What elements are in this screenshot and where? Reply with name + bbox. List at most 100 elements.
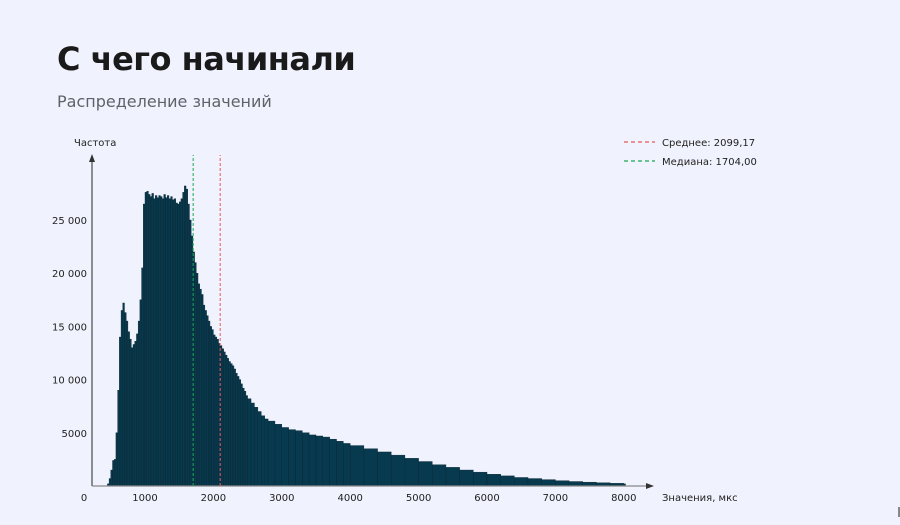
histogram-bar bbox=[144, 192, 147, 487]
histogram-bar bbox=[110, 469, 113, 487]
histogram-bar bbox=[153, 198, 156, 487]
histogram-bar bbox=[204, 310, 207, 487]
histogram-bar bbox=[233, 368, 236, 487]
histogram-bar bbox=[240, 383, 243, 487]
histogram-bar bbox=[232, 365, 235, 487]
histogram-bar bbox=[242, 387, 245, 487]
y-tick-label: 15 000 bbox=[52, 322, 87, 333]
histogram-bar bbox=[114, 459, 117, 487]
histogram-bar bbox=[257, 411, 262, 487]
histogram-bar bbox=[124, 312, 127, 487]
histogram-bar bbox=[308, 434, 317, 487]
histogram-bar bbox=[155, 195, 158, 487]
histogram-bar bbox=[196, 273, 199, 487]
histogram-bar bbox=[127, 331, 130, 487]
histogram-bar bbox=[274, 424, 282, 487]
histogram-bar bbox=[209, 326, 212, 487]
histogram-bar bbox=[363, 448, 378, 487]
histogram-bar bbox=[432, 464, 447, 487]
histogram-bar bbox=[243, 391, 247, 487]
histogram-bar bbox=[264, 418, 269, 487]
histogram-bar bbox=[221, 348, 224, 487]
y-axis-arrow-icon bbox=[89, 154, 95, 162]
histogram-bar bbox=[302, 432, 310, 487]
histogram-bar bbox=[160, 196, 163, 487]
histogram-bar bbox=[199, 288, 202, 487]
histogram-bar bbox=[250, 402, 255, 487]
histogram-bar bbox=[254, 407, 259, 487]
histogram-bar bbox=[247, 398, 252, 487]
x-axis-arrow-icon bbox=[646, 483, 654, 489]
histogram-bar bbox=[555, 480, 570, 487]
histogram-bar bbox=[165, 197, 168, 487]
histogram-bar bbox=[261, 415, 265, 487]
y-tick-label: 20 000 bbox=[52, 269, 87, 280]
histogram-bar bbox=[167, 195, 170, 487]
reference-lines bbox=[192, 155, 221, 486]
legend-mean-label: Среднее: 2099,17 bbox=[662, 138, 755, 149]
histogram-bar bbox=[473, 471, 488, 487]
histogram-bar bbox=[194, 262, 197, 487]
histogram-bar bbox=[119, 336, 122, 487]
x-tick-label: 8000 bbox=[611, 493, 636, 504]
histogram-bar bbox=[445, 467, 460, 487]
histogram-bar bbox=[134, 341, 137, 487]
histogram-bar bbox=[172, 199, 175, 487]
histogram-bar bbox=[288, 429, 296, 487]
x-axis-label: Значения, мкс bbox=[662, 493, 738, 504]
histogram-bar bbox=[131, 347, 134, 487]
histogram-bar bbox=[178, 201, 182, 487]
histogram-bar bbox=[117, 390, 120, 487]
histogram-bar bbox=[223, 351, 226, 487]
histogram-bar bbox=[343, 443, 351, 487]
histogram-bar bbox=[139, 299, 142, 487]
histogram-bar bbox=[151, 193, 154, 487]
histogram-bar bbox=[238, 379, 241, 487]
histogram-bar bbox=[182, 192, 185, 487]
histogram-bar bbox=[214, 336, 218, 487]
histogram-bar bbox=[163, 194, 166, 487]
histogram-bar bbox=[459, 469, 474, 487]
y-axis-label: Частота bbox=[74, 138, 116, 149]
histogram-bar bbox=[129, 338, 132, 487]
histogram-bar bbox=[148, 194, 151, 487]
histogram-bar bbox=[125, 320, 129, 487]
histogram-bar bbox=[175, 202, 178, 487]
histogram-bar bbox=[180, 198, 183, 487]
histogram-bar bbox=[168, 198, 171, 487]
histogram-bar bbox=[500, 475, 515, 487]
x-tick-label: 0 bbox=[81, 493, 87, 504]
histogram-bar bbox=[206, 315, 209, 487]
histogram-bar bbox=[158, 195, 161, 487]
legend-median-label: Медиана: 1704,00 bbox=[662, 157, 757, 168]
page-title: С чего начинали bbox=[57, 40, 356, 78]
histogram-bar bbox=[486, 474, 501, 487]
histogram-bar bbox=[112, 460, 115, 487]
histogram-bar bbox=[404, 458, 419, 487]
x-tick-label: 1000 bbox=[132, 493, 157, 504]
histogram-bar bbox=[315, 435, 324, 487]
histogram-bar bbox=[225, 354, 228, 487]
histogram-bar bbox=[197, 283, 200, 487]
histogram-bar bbox=[391, 454, 406, 487]
histogram-bar bbox=[187, 203, 190, 487]
histogram-bar bbox=[514, 477, 529, 487]
y-tick-label: 10 000 bbox=[52, 376, 87, 387]
x-tick-label: 3000 bbox=[269, 493, 294, 504]
histogram-bar bbox=[350, 445, 365, 487]
histogram-bar bbox=[177, 203, 180, 487]
y-tick-label: 5000 bbox=[62, 429, 87, 440]
histogram-bar bbox=[329, 438, 337, 487]
chart-legend: Среднее: 2099,17 Медиана: 1704,00 bbox=[624, 138, 757, 168]
histogram-bar bbox=[208, 320, 211, 487]
histogram-bar bbox=[202, 304, 206, 487]
histogram-bar bbox=[226, 358, 229, 487]
histogram-bar bbox=[141, 267, 144, 487]
chart-subtitle: Распределение значений bbox=[57, 92, 272, 111]
histogram-bar bbox=[184, 185, 187, 487]
x-tick-label: 6000 bbox=[474, 493, 499, 504]
slide-edge-marker bbox=[898, 507, 900, 517]
histogram-bar bbox=[122, 302, 125, 487]
histogram-bar bbox=[216, 338, 219, 487]
